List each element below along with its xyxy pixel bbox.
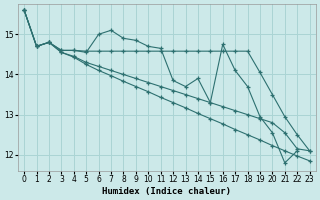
X-axis label: Humidex (Indice chaleur): Humidex (Indice chaleur): [102, 187, 231, 196]
